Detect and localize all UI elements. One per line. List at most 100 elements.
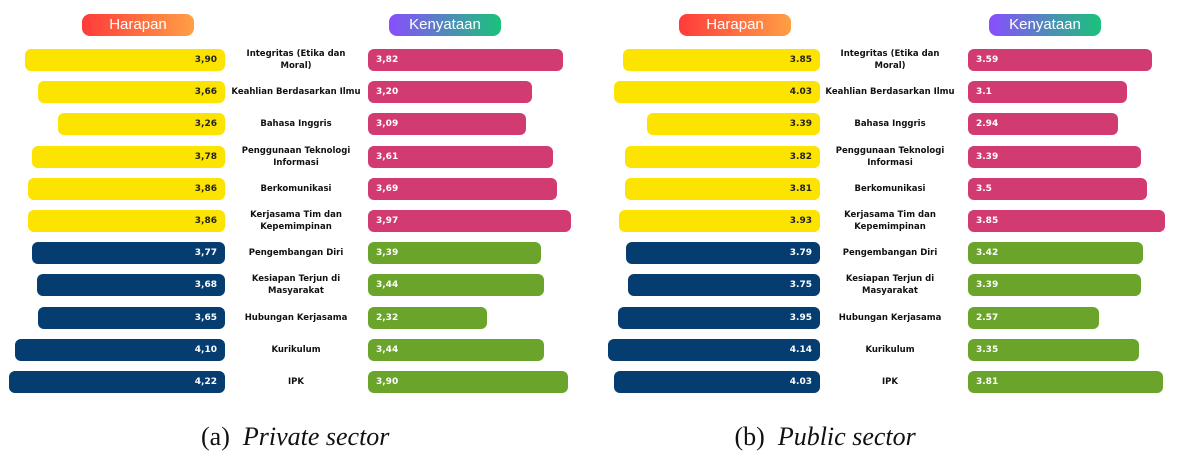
value-label: 4.14 (789, 344, 812, 355)
category-label: Kurikulum (271, 344, 321, 355)
category-label: Integritas (Etika dan Moral) (246, 49, 346, 71)
bar: 3,90 (368, 371, 568, 393)
bar: 3.85 (968, 210, 1165, 232)
bar: 3.85 (623, 49, 820, 71)
bar: 4.14 (608, 338, 820, 361)
caption-label: (b) (734, 422, 765, 451)
value-label: 3.39 (789, 119, 812, 130)
bar: 3.39 (968, 145, 1142, 168)
bar: 3,78 (31, 145, 225, 168)
bar: 3,61 (368, 145, 553, 168)
value-label: 3.93 (789, 216, 812, 226)
bar: 3,39 (368, 242, 542, 265)
value-label: 4.03 (789, 87, 812, 98)
value-label: 3,68 (194, 280, 217, 291)
bar: 3,68 (36, 274, 225, 297)
value-label: 3,61 (376, 151, 399, 162)
bar: 4.03 (613, 371, 820, 393)
bar: 3.1 (968, 81, 1127, 104)
value-label: 3.82 (789, 151, 812, 162)
category-label: Penggunaan Teknologi Informasi (835, 145, 945, 168)
value-label: 3,44 (376, 344, 399, 355)
bar: 3,65 (38, 306, 225, 329)
value-label: 3.39 (976, 151, 999, 162)
value-label: 3,77 (194, 248, 217, 259)
value-label: 3,90 (376, 377, 399, 387)
bar: 3.42 (968, 242, 1143, 265)
value-label: 3,86 (194, 216, 217, 226)
value-label: 3,44 (376, 280, 399, 291)
value-label: 3,20 (376, 87, 399, 98)
bar: 3,44 (368, 274, 544, 297)
value-label: 3.79 (789, 248, 812, 259)
caption-label: (a) (201, 422, 230, 451)
bar: 3.79 (626, 242, 820, 265)
bar: 3,66 (37, 81, 225, 104)
bar: 3.39 (646, 113, 820, 136)
value-label: 3.42 (976, 248, 999, 259)
category-label: Kerjasama Tim dan Kepemimpinan (844, 210, 936, 232)
bar: 3,90 (25, 49, 225, 71)
bar: 3.5 (968, 177, 1148, 200)
value-label: 3,86 (194, 183, 217, 194)
value-label: 4,22 (194, 377, 217, 387)
bar: 2.57 (968, 306, 1100, 329)
category-label: Keahlian Berdasarkan Ilmu (825, 87, 955, 98)
value-label: 3,90 (194, 55, 217, 65)
bar: 3,86 (27, 210, 225, 232)
bar: 3.59 (968, 49, 1152, 71)
caption: (a) Private sector (201, 422, 389, 452)
value-label: 3,66 (194, 87, 217, 98)
value-label: 4.03 (789, 377, 812, 387)
value-label: 3,82 (376, 55, 399, 65)
bar: 3,20 (368, 81, 532, 104)
category-label: Penggunaan Teknologi Informasi (241, 145, 351, 168)
caption-text: Private sector (242, 422, 390, 451)
category-label: Hubungan Kerjasama (838, 312, 942, 323)
bar: 3.81 (968, 371, 1163, 393)
legend-header: Harapan (82, 14, 194, 36)
value-label: 3,09 (376, 119, 399, 130)
value-label: 3,26 (194, 119, 217, 130)
category-label: Berkomunikasi (854, 183, 926, 194)
category-label: Bahasa Inggris (854, 119, 926, 130)
value-label: 3.75 (789, 280, 812, 291)
category-label: Keahlian Berdasarkan Ilmu (231, 87, 361, 98)
value-label: 3,78 (194, 151, 217, 162)
value-label: 3.81 (976, 377, 999, 387)
category-label: Kesiapan Terjun di Masyarakat (251, 274, 341, 297)
bar: 3.75 (628, 274, 820, 297)
value-label: 3.39 (976, 280, 999, 291)
category-label: Berkomunikasi (260, 183, 332, 194)
value-label: 2,32 (376, 312, 399, 323)
bar: 3,97 (368, 210, 572, 232)
category-label: Kurikulum (865, 344, 915, 355)
value-label: 3.85 (789, 55, 812, 65)
bar: 3.81 (625, 177, 820, 200)
bar: 3,77 (32, 242, 225, 265)
bar: 3.35 (968, 338, 1140, 361)
value-label: 3,65 (194, 312, 217, 323)
value-label: 4,10 (194, 344, 217, 355)
bar: 3.93 (618, 210, 820, 232)
bar: 3.95 (617, 306, 820, 329)
value-label: 2.57 (976, 312, 999, 323)
category-label: Kerjasama Tim dan Kepemimpinan (250, 210, 342, 232)
value-label: 3,69 (376, 183, 399, 194)
category-label: Pengembangan Diri (842, 248, 938, 259)
value-label: 3.59 (976, 55, 999, 65)
category-label: Bahasa Inggris (260, 119, 332, 130)
bar: 2,32 (368, 306, 487, 329)
bar: 4,10 (15, 338, 225, 361)
bar: 4.03 (613, 81, 820, 104)
category-label: IPK (288, 377, 304, 387)
bar: 3.82 (624, 145, 820, 168)
category-label: Integritas (Etika dan Moral) (840, 49, 940, 71)
category-label: IPK (882, 377, 898, 387)
bar: 3.39 (968, 274, 1142, 297)
caption: (b) Public sector (735, 422, 916, 452)
value-label: 2.94 (976, 119, 999, 130)
value-label: 3,39 (376, 248, 399, 259)
bar: 3,09 (368, 113, 527, 136)
